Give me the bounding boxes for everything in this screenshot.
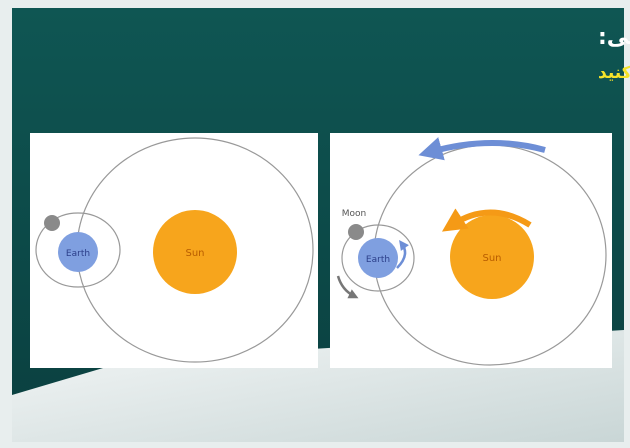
moon-label: Moon [342, 209, 366, 219]
moon [348, 224, 364, 240]
earth [58, 232, 98, 272]
left-diagram: Sun Earth [30, 133, 318, 368]
earth-spin-arrow [396, 239, 409, 269]
earth [358, 238, 398, 278]
earth-label: Earth [366, 255, 390, 265]
orbit-arrow [418, 137, 546, 161]
right-diagram: Sun Earth Moon [330, 133, 612, 368]
moon-orbit [35, 212, 121, 288]
earth-label: Earth [66, 249, 90, 259]
sun-spin-arrow [441, 208, 532, 232]
title: ارزشیابی: [598, 25, 630, 50]
moon-orbit-arrow [336, 275, 359, 299]
sun-label: Sun [185, 248, 204, 259]
sun [450, 215, 534, 299]
moon [44, 215, 60, 231]
sun [153, 210, 237, 294]
sun-label: Sun [482, 253, 501, 264]
subtitle: جهت چرخش زمین، ماه و خورشید را مشخص کنید [598, 63, 630, 83]
moon-orbit [341, 224, 415, 292]
